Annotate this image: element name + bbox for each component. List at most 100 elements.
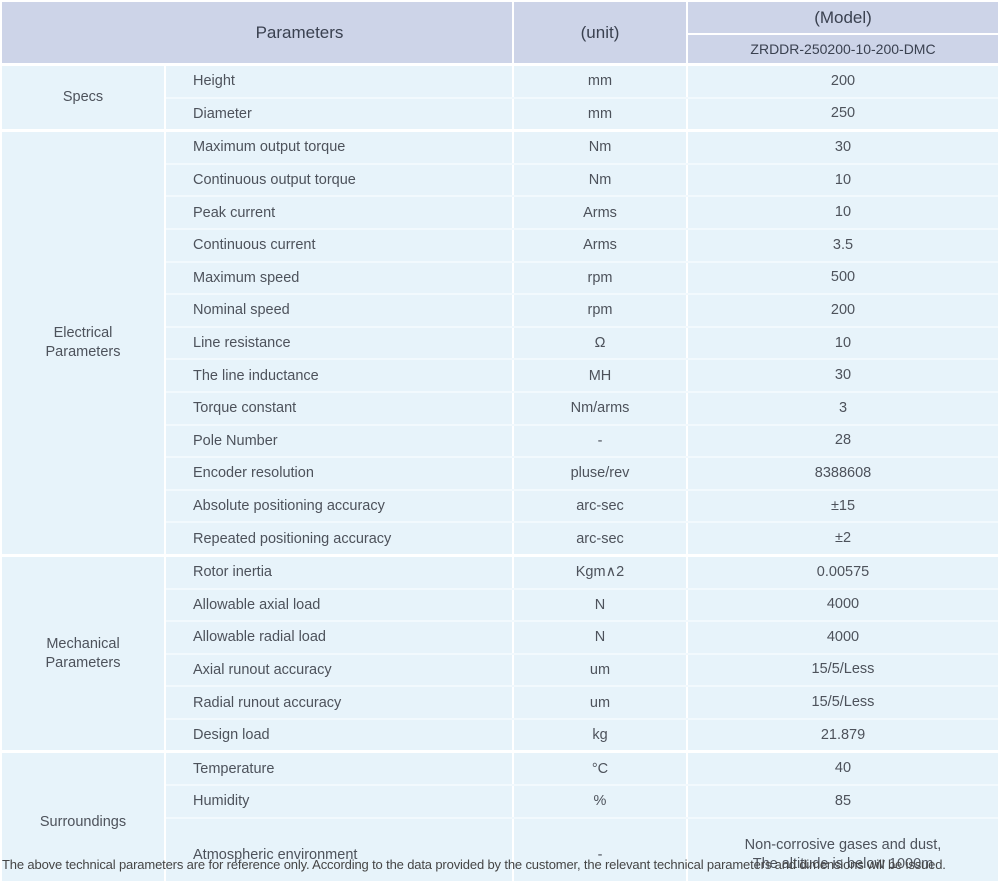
table-row: Mechanical Parameters Rotor inertia Kgm∧2 0… (2, 555, 998, 754)
value-cell: 15/5/Less (687, 653, 998, 688)
param-cell: Encoder resolution (165, 457, 514, 491)
table-row: Continuous output torque Nm 10 (2, 163, 998, 198)
table-row: Axial runout accuracy um 15/5/Less (2, 653, 998, 688)
header-model: (Model) (687, 2, 998, 35)
unit-cell: N (513, 621, 688, 655)
value-cell: 30 (687, 359, 998, 393)
table-row: Continuous current Arms 3.5 (2, 228, 998, 263)
value-cell: 4000 (687, 588, 998, 623)
param-cell: Axial runout accuracy (165, 653, 514, 688)
unit-cell: pluse/rev (513, 457, 688, 491)
unit-cell: - (513, 817, 688, 881)
header-model-number: ZRDDR-250200-10-200-DMC (687, 34, 998, 66)
unit-cell: arc-sec (513, 489, 688, 524)
value-cell: 250 (687, 97, 998, 133)
value-cell: 28 (687, 424, 998, 459)
table-row: Electrical Parameters Maximum output torq… (2, 130, 998, 557)
param-cell: Repeated positioning accuracy (165, 522, 514, 557)
table-row: Torque constant Nm/arms 3 (2, 391, 998, 426)
param-cell: Diameter (165, 97, 514, 133)
table-row: Radial runout accuracy um 15/5/Less (2, 686, 998, 720)
unit-cell: rpm (513, 294, 688, 328)
param-cell: Maximum output torque (165, 130, 514, 165)
param-cell: Torque constant (165, 391, 514, 426)
param-cell: Height (165, 64, 514, 99)
reference-note: The above technical parameters are for r… (2, 857, 946, 872)
value-cell: 40 (687, 751, 998, 787)
param-cell: Temperature (165, 751, 514, 787)
value-cell: ±2 (687, 522, 998, 557)
value-cell: 10 (687, 326, 998, 361)
value-cell: 85 (687, 785, 998, 819)
unit-cell: Nm (513, 130, 688, 165)
unit-cell: % (513, 785, 688, 819)
value-cell: 0.00575 (687, 555, 998, 590)
table-row: Encoder resolution pluse/rev 8388608 (2, 457, 998, 491)
table-row: Absolute positioning accuracy arc-sec ±15 (2, 489, 998, 524)
unit-cell: um (513, 686, 688, 720)
table-row: Diameter mm 250 (2, 97, 998, 133)
param-cell: Atmospheric environment (165, 817, 514, 881)
table-row: Atmospheric environment - Non-corrosive ga… (2, 817, 998, 881)
table-body: Specs Height mm 200 Diameter mm 250 Electrical … (2, 64, 998, 881)
table-header: Parameters (unit) (Model) ZRDDR-250200-1… (2, 2, 998, 66)
header-unit: (unit) (513, 2, 688, 66)
unit-cell: N (513, 588, 688, 623)
table-row: Maximum speed rpm 500 (2, 261, 998, 296)
unit-cell: mm (513, 97, 688, 133)
value-cell: Non-corrosive gases and dust, The altitu… (687, 817, 998, 881)
unit-cell: arc-sec (513, 522, 688, 557)
value-cell: 15/5/Less (687, 686, 998, 720)
header-parameters: Parameters (2, 2, 514, 66)
unit-cell: kg (513, 718, 688, 754)
table-row: Design load kg 21.879 (2, 718, 998, 754)
category-cell: Specs (2, 64, 166, 133)
param-cell: Continuous output torque (165, 163, 514, 198)
unit-cell: MH (513, 359, 688, 393)
unit-cell: Nm/arms (513, 391, 688, 426)
unit-cell: Arms (513, 228, 688, 263)
table-row: Pole Number -28 (2, 424, 998, 459)
category-cell: Surroundings (2, 751, 166, 881)
value-cell: 200 (687, 294, 998, 328)
param-cell: Peak current (165, 196, 514, 230)
param-cell: Line resistance (165, 326, 514, 361)
param-cell: Humidity (165, 785, 514, 819)
table-row: Nominal speed rpm 200 (2, 294, 998, 328)
value-cell: 4000 (687, 621, 998, 655)
param-cell: Maximum speed (165, 261, 514, 296)
value-cell: 10 (687, 163, 998, 198)
value-cell: 30 (687, 130, 998, 165)
table-row: Peak current Arms 10 (2, 196, 998, 230)
value-cell: 3 (687, 391, 998, 426)
param-cell: Allowable axial load (165, 588, 514, 623)
table-row: Repeated positioning accuracy arc-sec ±2 (2, 522, 998, 557)
value-cell: 10 (687, 196, 998, 230)
unit-cell: Arms (513, 196, 688, 230)
table-row: Line resistance Ω 10 (2, 326, 998, 361)
value-cell: 3.5 (687, 228, 998, 263)
table-row: The line inductance MH 30 (2, 359, 998, 393)
value-cell: 200 (687, 64, 998, 99)
table-row: Allowable axial load N 4000 (2, 588, 998, 623)
value-cell: 21.879 (687, 718, 998, 754)
table-row: Allowable radial load N 4000 (2, 621, 998, 655)
param-cell: Nominal speed (165, 294, 514, 328)
unit-cell: rpm (513, 261, 688, 296)
unit-cell: Kgm∧2 (513, 555, 688, 590)
category-cell: Mechanical Parameters (2, 555, 166, 754)
value-cell: 8388608 (687, 457, 998, 491)
param-cell: Continuous current (165, 228, 514, 263)
table-row: Specs Height mm 200 (2, 64, 998, 133)
unit-cell: um (513, 653, 688, 688)
param-cell: Design load (165, 718, 514, 754)
value-cell: 500 (687, 261, 998, 296)
unit-cell: Nm (513, 163, 688, 198)
unit-cell: °C (513, 751, 688, 787)
table-row: Surroundings Temperature °C 40 (2, 751, 998, 881)
param-cell: Absolute positioning accuracy (165, 489, 514, 524)
param-cell: The line inductance (165, 359, 514, 393)
param-cell: Pole Number (165, 424, 514, 459)
